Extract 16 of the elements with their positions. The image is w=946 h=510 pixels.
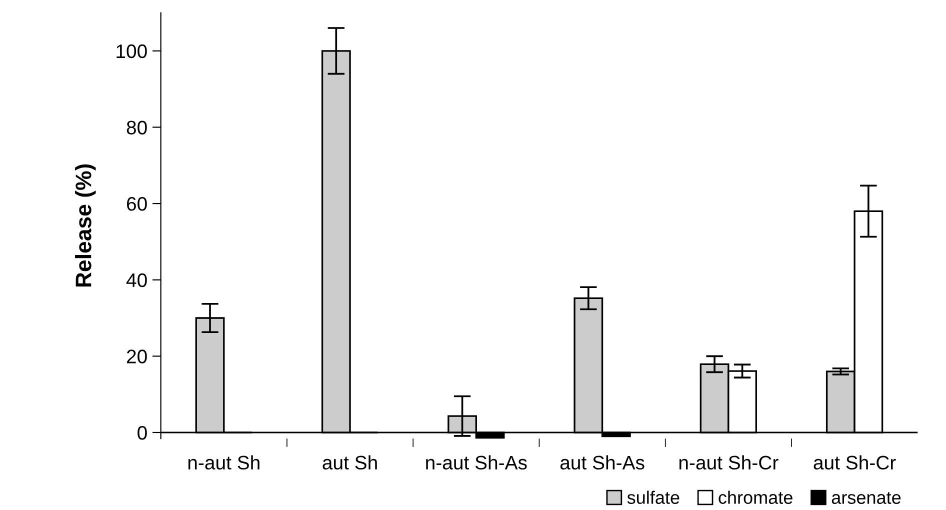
y-tick-label: 80 <box>126 120 147 134</box>
x-tick-label: n-aut Sh-As <box>426 455 527 470</box>
y-tick-label: 60 <box>126 197 147 211</box>
legend-label: chromate <box>718 490 792 504</box>
y-tick-label: 20 <box>126 350 147 364</box>
legend-label: sulfate <box>627 490 680 504</box>
y-tick-label: 0 <box>138 426 147 440</box>
y-tick-label: 100 <box>116 44 147 58</box>
x-tick-label: aut Sh <box>322 455 377 470</box>
legend-label: arsenate <box>832 492 901 504</box>
y-axis-title: Release (%) <box>75 164 96 287</box>
x-tick-label: aut Sh-Cr <box>814 455 896 470</box>
x-tick-label: aut Sh-As <box>560 455 644 470</box>
y-tick-label: 40 <box>126 273 147 288</box>
x-tick-label: n-aut Sh-Cr <box>679 455 778 470</box>
x-tick-label: n-aut Sh <box>188 455 260 470</box>
